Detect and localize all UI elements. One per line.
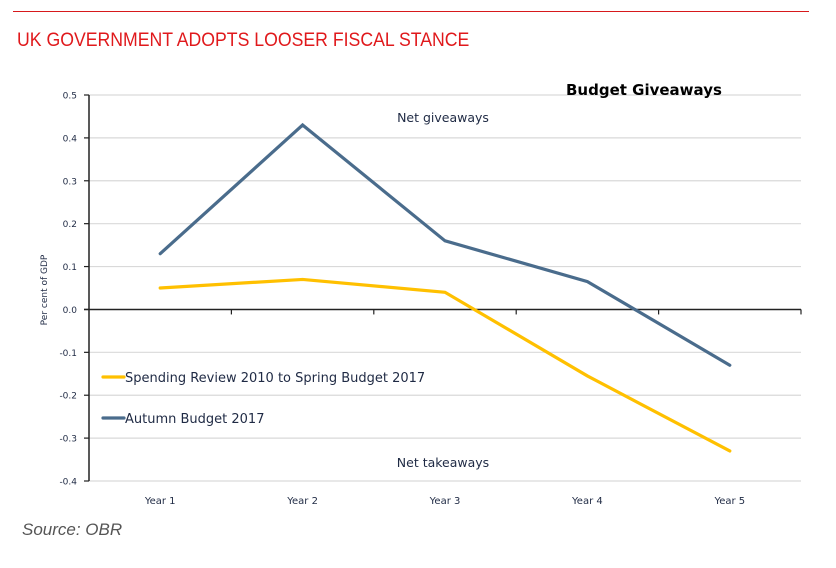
legend-label-0: Spending Review 2010 to Spring Budget 20… (125, 371, 425, 386)
y-ticks: 0.5 0.4 0.3 0.2 0.1 0.0 -0.1 -0.2 -0.3 -0.4 (59, 92, 89, 488)
y-tick-label: 0.3 (63, 177, 77, 187)
y-tick-label: 0.1 (63, 263, 77, 273)
y-tick-label: 0.2 (63, 220, 77, 230)
chart-title: Budget Giveaways (566, 81, 722, 99)
series-line-1 (158, 122, 732, 367)
y-tick-label: -0.3 (59, 435, 77, 445)
axes (84, 95, 802, 481)
annotation-net-takeaways: Net takeaways (397, 455, 489, 470)
y-tick-label: 0.0 (63, 306, 78, 316)
y-axis-label: Per cent of GDP (40, 254, 50, 325)
y-tick-label: -0.2 (59, 392, 77, 402)
x-tick-label: Year 4 (571, 496, 603, 507)
top-rule (13, 11, 809, 12)
annotation-net-giveaways: Net giveaways (397, 110, 489, 125)
y-tick-label: 0.4 (63, 134, 78, 144)
source-note: Source: OBR (22, 520, 123, 539)
x-tick-label: Year 3 (429, 496, 461, 507)
headline: UK GOVERNMENT ADOPTS LOOSER FISCAL STANC… (17, 30, 470, 51)
x-tick-label: Year 5 (713, 496, 745, 507)
series-lines (158, 122, 732, 453)
legend: Spending Review 2010 to Spring Budget 20… (101, 371, 425, 427)
y-tick-label: -0.1 (59, 349, 77, 359)
gridlines (89, 94, 801, 482)
y-tick-label: 0.5 (63, 92, 77, 102)
x-tick-label: Year 1 (144, 496, 176, 507)
x-tick-label: Year 2 (286, 496, 318, 507)
legend-label-1: Autumn Budget 2017 (125, 412, 264, 427)
x-ticks: Year 1 Year 2 Year 3 Year 4 Year 5 (144, 496, 745, 507)
y-tick-label: -0.4 (59, 478, 77, 488)
